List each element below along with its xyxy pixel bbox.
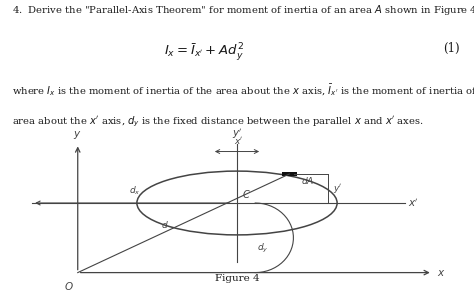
Text: (1): (1) (443, 42, 460, 55)
Text: $x'$: $x'$ (235, 135, 244, 146)
Text: $x'$: $x'$ (408, 197, 419, 209)
Text: $dA$: $dA$ (301, 175, 314, 186)
Text: $O$: $O$ (64, 280, 73, 290)
Text: area about the $x'$ axis, $d_y$ is the fixed distance between the parallel $x$ a: area about the $x'$ axis, $d_y$ is the f… (12, 114, 424, 128)
Text: $d_x$: $d_x$ (129, 185, 140, 197)
Text: $I_x = \bar{I}_{x'} + Ad_y^2$: $I_x = \bar{I}_{x'} + Ad_y^2$ (164, 42, 244, 63)
Text: $y'$: $y'$ (232, 127, 242, 142)
Bar (282, 172, 297, 176)
Text: 4.  Derive the "Parallel-Axis Theorem" for moment of inertia of an area $A$ show: 4. Derive the "Parallel-Axis Theorem" fo… (12, 3, 474, 17)
Text: $y$: $y$ (73, 129, 82, 142)
Text: $C$: $C$ (243, 188, 251, 200)
Text: $d_y$: $d_y$ (257, 242, 269, 255)
Text: $x$: $x$ (437, 268, 446, 278)
Text: Figure 4: Figure 4 (215, 274, 259, 283)
Text: where $I_x$ is the moment of inertia of the area about the $x$ axis, $\bar{I}_{x: where $I_x$ is the moment of inertia of … (12, 82, 474, 98)
Text: $y'$: $y'$ (333, 182, 342, 195)
Text: $d$: $d$ (162, 219, 169, 230)
